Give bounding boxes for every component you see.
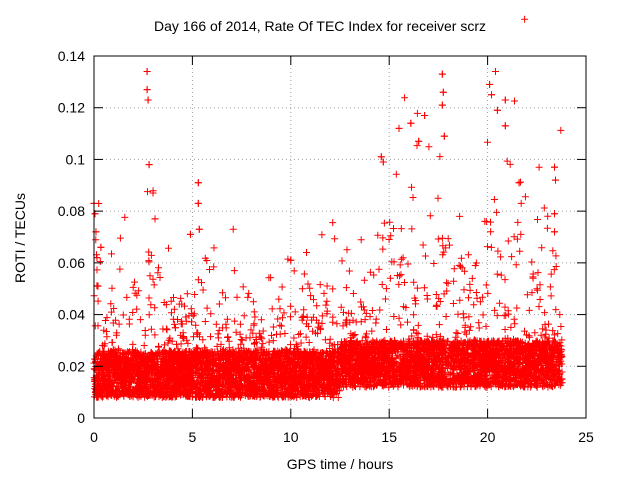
y-tick-label: 0.14 xyxy=(58,48,85,64)
y-tick-label: 0 xyxy=(77,410,85,426)
x-tick-label: 15 xyxy=(381,429,397,445)
x-axis-label: GPS time / hours xyxy=(286,456,394,472)
data-point xyxy=(493,106,501,114)
data-point xyxy=(438,70,446,78)
data-point xyxy=(551,228,559,236)
data-point xyxy=(94,282,102,290)
data-point xyxy=(395,124,403,132)
data-point xyxy=(303,249,311,257)
data-point xyxy=(151,215,159,223)
data-point xyxy=(501,96,509,104)
data-point xyxy=(515,179,523,187)
data-point xyxy=(486,80,494,88)
plot-frame xyxy=(93,55,587,419)
data-point xyxy=(194,199,202,207)
data-point xyxy=(407,119,415,127)
data-point xyxy=(144,96,152,104)
y-tick-label: 0.12 xyxy=(58,100,85,116)
x-tick-label: 5 xyxy=(189,429,197,445)
y-tick-label: 0.08 xyxy=(58,203,85,219)
data-point xyxy=(551,163,559,171)
x-tick-label: 20 xyxy=(480,429,496,445)
x-tick-label: 10 xyxy=(283,429,299,445)
data-point xyxy=(438,101,446,109)
data-point xyxy=(93,254,101,262)
data-point xyxy=(97,243,105,251)
data-point xyxy=(143,68,151,76)
data-point xyxy=(194,179,202,187)
data-point xyxy=(377,153,385,161)
data-point xyxy=(551,210,559,218)
x-tick-label: 0 xyxy=(90,429,98,445)
data-point xyxy=(415,137,423,145)
data-point xyxy=(439,88,447,96)
data-point xyxy=(501,122,509,130)
y-tick-label: 0.06 xyxy=(58,255,85,271)
data-point xyxy=(379,158,387,166)
data-point xyxy=(145,161,153,169)
data-point xyxy=(287,256,295,264)
data-point xyxy=(149,189,157,197)
chart-title: Day 166 of 2014, Rate Of TEC Index for r… xyxy=(153,18,486,34)
x-tick-label: 25 xyxy=(578,429,594,445)
data-point xyxy=(551,176,559,184)
y-tick-label: 0.04 xyxy=(58,307,85,323)
data-point xyxy=(488,91,496,99)
data-point xyxy=(440,132,448,140)
y-tick-label: 0.02 xyxy=(58,358,85,374)
y-tick-label: 0.1 xyxy=(66,151,86,167)
roti-data-points xyxy=(90,15,566,402)
data-point xyxy=(491,68,499,76)
data-point xyxy=(186,230,194,238)
data-point xyxy=(195,225,203,233)
data-point xyxy=(421,111,429,119)
data-point xyxy=(143,86,151,94)
